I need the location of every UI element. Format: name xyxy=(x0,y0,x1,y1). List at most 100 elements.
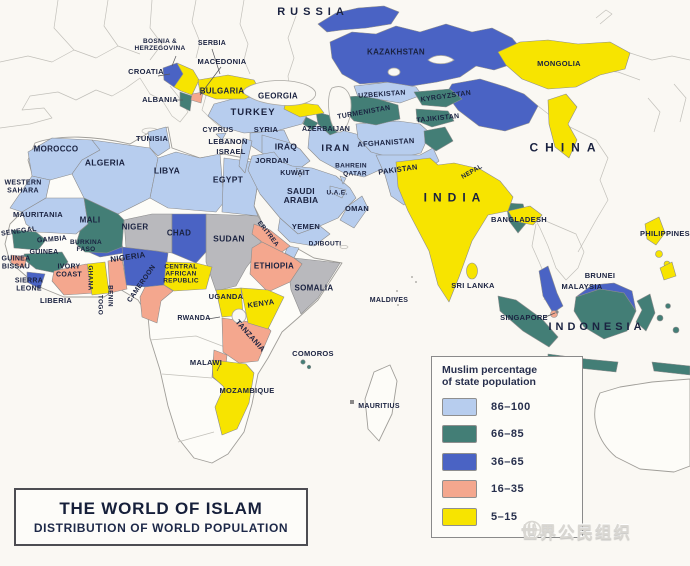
regions-36-65 xyxy=(26,5,637,314)
country-label-india: INDIA xyxy=(423,190,487,205)
region-kenya xyxy=(240,287,285,330)
legend-range-label: 16–35 xyxy=(491,483,525,496)
legend-items: 86–100 66–85 36–65 16–35 5–15 xyxy=(442,397,572,526)
region-malay-peninsula xyxy=(538,265,564,314)
region-lebanon-israel xyxy=(238,137,253,174)
country-label-u-a-e: U.A.E. xyxy=(326,189,348,197)
legend-range-label: 66–85 xyxy=(491,428,525,441)
country-label-malaysia: MALAYSIA xyxy=(561,281,603,291)
country-label-tajikistan: TAJIKISTAN xyxy=(416,112,460,125)
legend-swatch xyxy=(442,397,477,416)
region-armenia xyxy=(302,116,319,131)
country-label-macedonia: MACEDONIA xyxy=(197,56,247,66)
country-label-philippines: PHILIPPINES xyxy=(640,228,690,238)
region-philippines xyxy=(644,216,666,246)
country-label-georgia: GEORGIA xyxy=(258,91,298,101)
country-label-kuwait: KUWAIT xyxy=(280,170,310,178)
country-label-chad: CHAD xyxy=(166,228,192,238)
country-label-ethiopia: ETHIOPIA xyxy=(253,261,295,271)
region-kuwait xyxy=(295,167,305,178)
legend-title-line2: of state population xyxy=(442,376,536,389)
legend-swatch xyxy=(442,480,477,499)
regions-5-15 xyxy=(86,39,677,436)
country-label-uzbekistan: UZBEKISTAN xyxy=(357,89,406,100)
landmass-australia xyxy=(594,378,690,473)
country-label-russia: RUSSIA xyxy=(277,6,349,19)
regions-66-85 xyxy=(11,88,690,376)
country-label-indonesia: INDONESIA xyxy=(548,321,646,334)
region-uae xyxy=(329,185,347,199)
country-label-iraq: IRAQ xyxy=(274,141,298,152)
country-label-lebanon: LEBANON xyxy=(208,136,248,146)
country-label-cameroon: CAMEROON xyxy=(126,263,158,304)
region-central-african-republic xyxy=(163,261,213,292)
legend-range-label: 86–100 xyxy=(491,400,531,413)
lakes xyxy=(231,55,455,324)
legend-item: 16–35 xyxy=(442,480,572,499)
country-label-liberia: LIBERIA xyxy=(39,295,73,305)
country-label-turkey: TURKEY xyxy=(230,106,276,118)
region-island-dot xyxy=(672,326,680,334)
region-senegal-gambia xyxy=(11,229,47,251)
country-label-central-african-republic: CENTRAL AFRICAN REPUBLIC xyxy=(163,263,199,285)
region-saudi-arabia xyxy=(247,151,357,235)
country-label-bangladesh: BANGLADESH xyxy=(491,214,547,224)
region-ethiopia xyxy=(249,241,303,293)
region-mozambique xyxy=(211,359,255,436)
region-sumatra xyxy=(497,295,559,348)
region-yemen xyxy=(277,217,331,247)
lake-balkhash xyxy=(427,55,455,65)
country-label-comoros: COMOROS xyxy=(292,348,334,358)
country-label-senegal: SENEGAL xyxy=(0,225,38,238)
country-label-sri-lanka: SRI LANKA xyxy=(451,280,495,290)
region-china-gansu xyxy=(547,93,578,159)
country-label-maldives: MALDIVES xyxy=(369,297,409,305)
country-label-nigeria: NIGERIA xyxy=(109,250,147,265)
country-label-saudi-arabia: SAUDI ARABIA xyxy=(283,185,319,205)
country-label-azerbaijan: AZERBAIJAN xyxy=(301,126,351,134)
island-markers xyxy=(350,276,559,404)
country-label-kazakhstan: KAZAKHSTAN xyxy=(367,47,425,57)
country-label-gambia: GAMBIA xyxy=(36,234,68,245)
country-label-malawi: MALAWI xyxy=(189,357,223,367)
country-label-djibouti: DJIBOUTI xyxy=(308,240,342,248)
region-qatar-bahrain xyxy=(339,175,347,185)
country-label-mauritius: MAURITIUS xyxy=(358,403,400,411)
region-philippines-island xyxy=(655,250,663,258)
country-label-iran: IRAN xyxy=(321,142,351,154)
country-label-guinea: GUINEA xyxy=(29,249,59,257)
country-label-niger: NIGER xyxy=(121,222,149,232)
country-label-albania: ALBANIA xyxy=(142,94,178,104)
country-label-syria: SYRIA xyxy=(253,124,279,134)
regions-gray xyxy=(123,213,341,315)
country-label-serbia: SERBIA xyxy=(197,40,227,48)
aral-sea xyxy=(387,67,401,77)
legend-item: 36–65 xyxy=(442,452,572,471)
watermark-text: 世界公民组织 xyxy=(521,524,632,542)
region-ghana xyxy=(86,261,110,296)
region-guinea-bissau xyxy=(10,254,28,269)
singapore-marker xyxy=(555,310,559,314)
region-xinjiang-china xyxy=(445,78,539,132)
region-sierra-leone xyxy=(26,271,46,290)
legend-range-label: 5–15 xyxy=(491,510,518,523)
legend-swatch xyxy=(442,507,477,526)
regions-86-100 xyxy=(9,81,440,259)
country-label-israel: ISRAEL xyxy=(216,146,246,156)
country-label-mozambique: MOZAMBIQUE xyxy=(219,385,275,395)
country-label-egypt: EGYPT xyxy=(212,174,244,185)
country-label-croatia: CROATIA xyxy=(128,66,164,76)
region-island-dot xyxy=(656,314,664,322)
legend-item: 5–15 xyxy=(442,507,572,526)
region-comoros xyxy=(306,364,312,370)
region-island-dot xyxy=(665,303,671,309)
country-label-oman: OMAN xyxy=(344,203,370,213)
region-chad xyxy=(171,213,207,264)
country-label-brunei: BRUNEI xyxy=(584,270,616,280)
country-label-turmenistan: TURMENISTAN xyxy=(336,104,392,121)
country-label-ghana: GHANA xyxy=(86,265,94,291)
country-label-mali: MALI xyxy=(79,215,101,225)
